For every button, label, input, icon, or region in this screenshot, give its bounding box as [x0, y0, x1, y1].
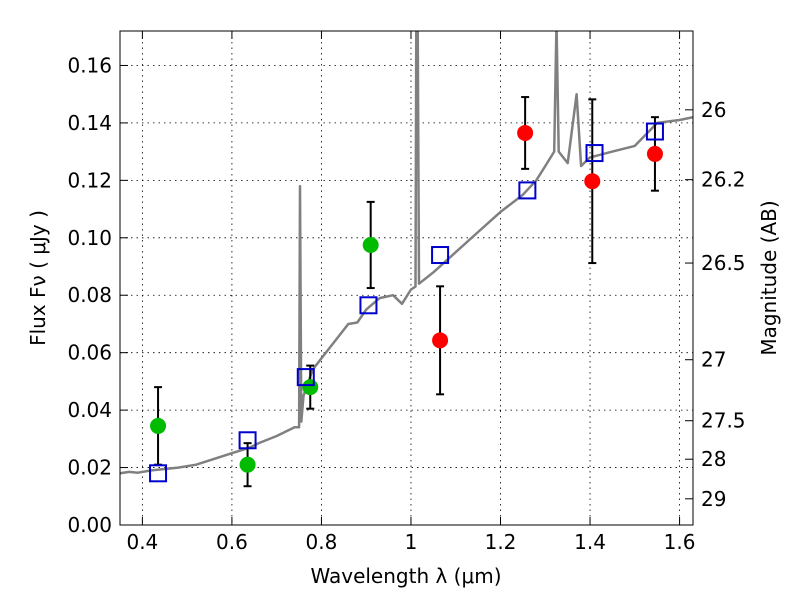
- y2-tick-label: 27: [701, 348, 726, 372]
- model-point: [585, 144, 604, 163]
- y2-tick-label: 29: [701, 487, 726, 511]
- spectrum-line: [120, 31, 693, 475]
- red-data-point: [646, 145, 663, 162]
- y2-axis-label: Magnitude (AB): [757, 200, 781, 355]
- y-axis-label: Flux Fν ( μJy ): [26, 210, 50, 346]
- ticks-layer: 0.4 0.6 0.8 1 1.2 1.4 1.6 0.00 0.02 0.04 0.06 0.08 0…: [67, 31, 746, 554]
- x-tick-label: 1.6: [664, 530, 696, 554]
- x-tick-label: 1.4: [574, 530, 606, 554]
- y2-tick-label: 28: [701, 447, 726, 471]
- green-data-point: [302, 379, 319, 396]
- x-tick-label: 0.6: [216, 530, 248, 554]
- x-tick-label: 1: [405, 530, 418, 554]
- spectrum-layer: [120, 31, 693, 475]
- model-point: [518, 181, 537, 200]
- red-data-point: [517, 124, 534, 141]
- y2-tick-label: 26: [701, 98, 726, 122]
- green-data-point: [239, 456, 256, 473]
- y-tick-label: 0.08: [67, 283, 112, 307]
- x-tick-label: 1.2: [485, 530, 517, 554]
- x-axis-label: Wavelength λ (μm): [310, 564, 501, 588]
- y-tick-label: 0.00: [67, 513, 112, 537]
- model-point: [238, 431, 257, 450]
- plot-frame: [119, 30, 694, 526]
- y-tick-label: 0.14: [67, 111, 112, 135]
- x-tick-label: 0.8: [306, 530, 338, 554]
- red-data-point: [584, 173, 601, 190]
- y-tick-label: 0.02: [67, 456, 112, 480]
- model-point: [645, 122, 664, 141]
- green-data-point: [362, 236, 379, 253]
- y-tick-label: 0.10: [67, 226, 112, 250]
- model-point: [359, 296, 378, 315]
- model-point: [149, 464, 168, 483]
- y-tick-label: 0.16: [67, 53, 112, 77]
- y-tick-label: 0.04: [67, 398, 112, 422]
- points-layer: [149, 96, 664, 488]
- y2-tick-label: 26.5: [701, 251, 746, 275]
- model-point: [296, 368, 315, 387]
- y-tick-label: 0.12: [67, 168, 112, 192]
- green-data-point: [150, 417, 167, 434]
- grid-layer: [120, 31, 693, 526]
- red-data-point: [432, 332, 449, 349]
- y2-tick-label: 26.2: [701, 168, 746, 192]
- y-tick-label: 0.06: [67, 341, 112, 365]
- x-tick-label: 0.4: [126, 530, 158, 554]
- y2-tick-label: 27.5: [701, 409, 746, 433]
- model-point: [431, 246, 450, 265]
